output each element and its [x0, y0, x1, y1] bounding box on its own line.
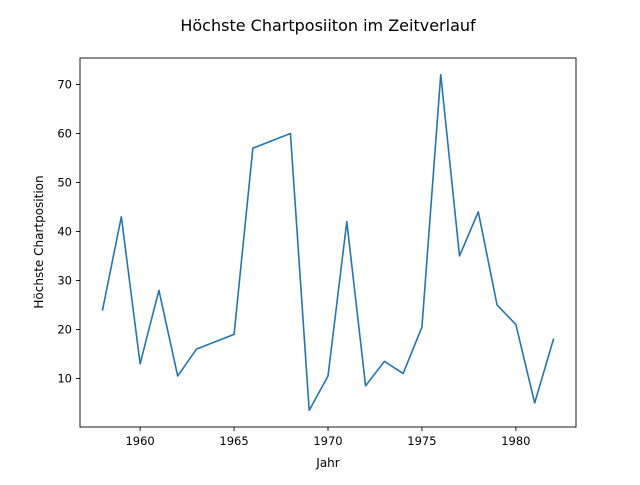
- y-tick-label: 50: [57, 175, 72, 189]
- y-axis-ticks: 10 20 30 40 50 60 70: [57, 77, 80, 385]
- y-tick-label: 40: [57, 224, 72, 238]
- plot-area: [80, 58, 576, 427]
- y-axis-label: Höchste Chartposition: [32, 175, 46, 308]
- y-tick-label: 10: [57, 371, 72, 385]
- x-tick-label: 1980: [501, 434, 530, 448]
- y-tick-label: 30: [57, 273, 72, 287]
- x-axis-label: Jahr: [315, 456, 339, 470]
- y-tick-label: 60: [57, 126, 72, 140]
- chart-title: Höchste Chartposiiton im Zeitverlauf: [180, 16, 476, 35]
- x-tick-label: 1965: [219, 434, 248, 448]
- series-line-0: [103, 75, 554, 411]
- x-tick-label: 1975: [407, 434, 436, 448]
- x-tick-label: 1970: [313, 434, 342, 448]
- y-tick-label: 20: [57, 322, 72, 336]
- x-axis-ticks: 1960 1965 1970 1975 1980: [125, 427, 530, 448]
- x-tick-label: 1960: [125, 434, 154, 448]
- y-tick-label: 70: [57, 77, 72, 91]
